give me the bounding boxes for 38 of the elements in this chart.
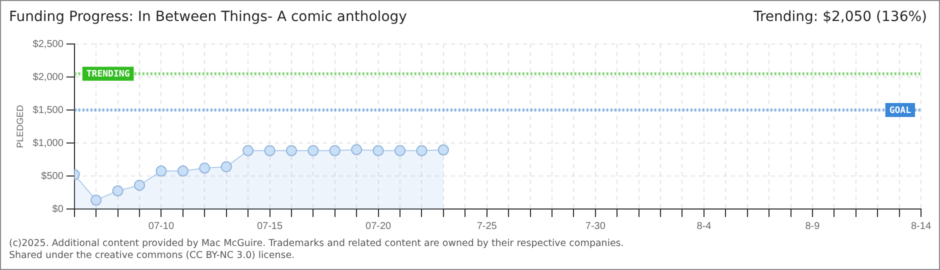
- x-tick-label: 8-9: [805, 220, 820, 232]
- ref-line-label: TRENDING: [86, 70, 130, 80]
- point: [199, 162, 210, 174]
- point: [438, 144, 449, 156]
- x-tick-label: 8-4: [696, 220, 712, 232]
- point: [156, 166, 167, 177]
- y-axis-title: PLEDGED: [14, 104, 25, 148]
- y-tick-label: $2,000: [32, 72, 64, 83]
- x-tick-label: 7-25: [476, 220, 498, 232]
- point: [242, 145, 254, 156]
- y-tick-label: $0: [52, 204, 64, 215]
- x-tick-label: 8-14: [910, 220, 932, 232]
- x-tick-label: 7-30: [585, 220, 606, 232]
- point: [372, 145, 384, 156]
- chart-title: Funding Progress: In Between Things- A comic anthology: [9, 9, 407, 25]
- y-tick-label: $2,500: [32, 38, 64, 50]
- y-tick-label: $1,500: [32, 104, 64, 116]
- point: [177, 166, 188, 177]
- point: [394, 145, 406, 156]
- point: [308, 145, 319, 156]
- ref-line-label: GOAL: [889, 106, 912, 116]
- chart-subtitle: Trending: $2,050 (136%): [753, 9, 927, 25]
- x-tick-label: 07-20: [366, 220, 392, 232]
- point: [416, 145, 428, 156]
- y-tick-label: $500: [41, 170, 64, 182]
- text: (c)2025. Additional content provided by Mac McGuire. Trademarks and related content are owned by their respective companies.: [9, 238, 624, 250]
- point: [264, 145, 276, 156]
- text: Shared under the creative commons (CC BY-NC 3.0) license.: [9, 250, 296, 262]
- point: [329, 145, 340, 156]
- x-tick-label: 07-10: [148, 220, 174, 232]
- point: [351, 144, 362, 156]
- y-tick-label: $1,000: [32, 138, 64, 149]
- point: [286, 145, 297, 156]
- point: [220, 161, 232, 172]
- x-tick-label: 07-15: [256, 220, 283, 232]
- point: [90, 194, 102, 206]
- point: [112, 185, 124, 196]
- point: [134, 180, 146, 191]
